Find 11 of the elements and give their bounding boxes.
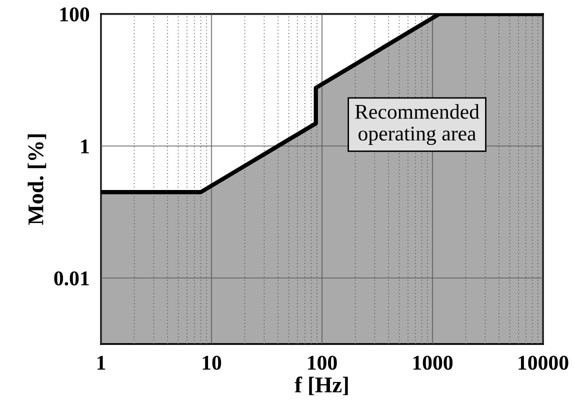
y-axis-title: Mod. [%]: [28, 134, 46, 225]
x-tick-label: 1000: [413, 356, 453, 370]
y-tick-label: 1: [81, 139, 89, 154]
x-tick-label: 100: [308, 356, 337, 370]
x-tick-label: 10000: [518, 356, 568, 370]
annotation: Recommended operating area: [355, 104, 480, 145]
y-tick-label: 0.01: [54, 271, 89, 286]
x-tick-label: 1: [97, 356, 106, 370]
x-tick-label: 10: [202, 356, 222, 370]
y-tick-label: 100: [60, 7, 90, 22]
x-axis-title: f [Hz]: [294, 376, 348, 396]
